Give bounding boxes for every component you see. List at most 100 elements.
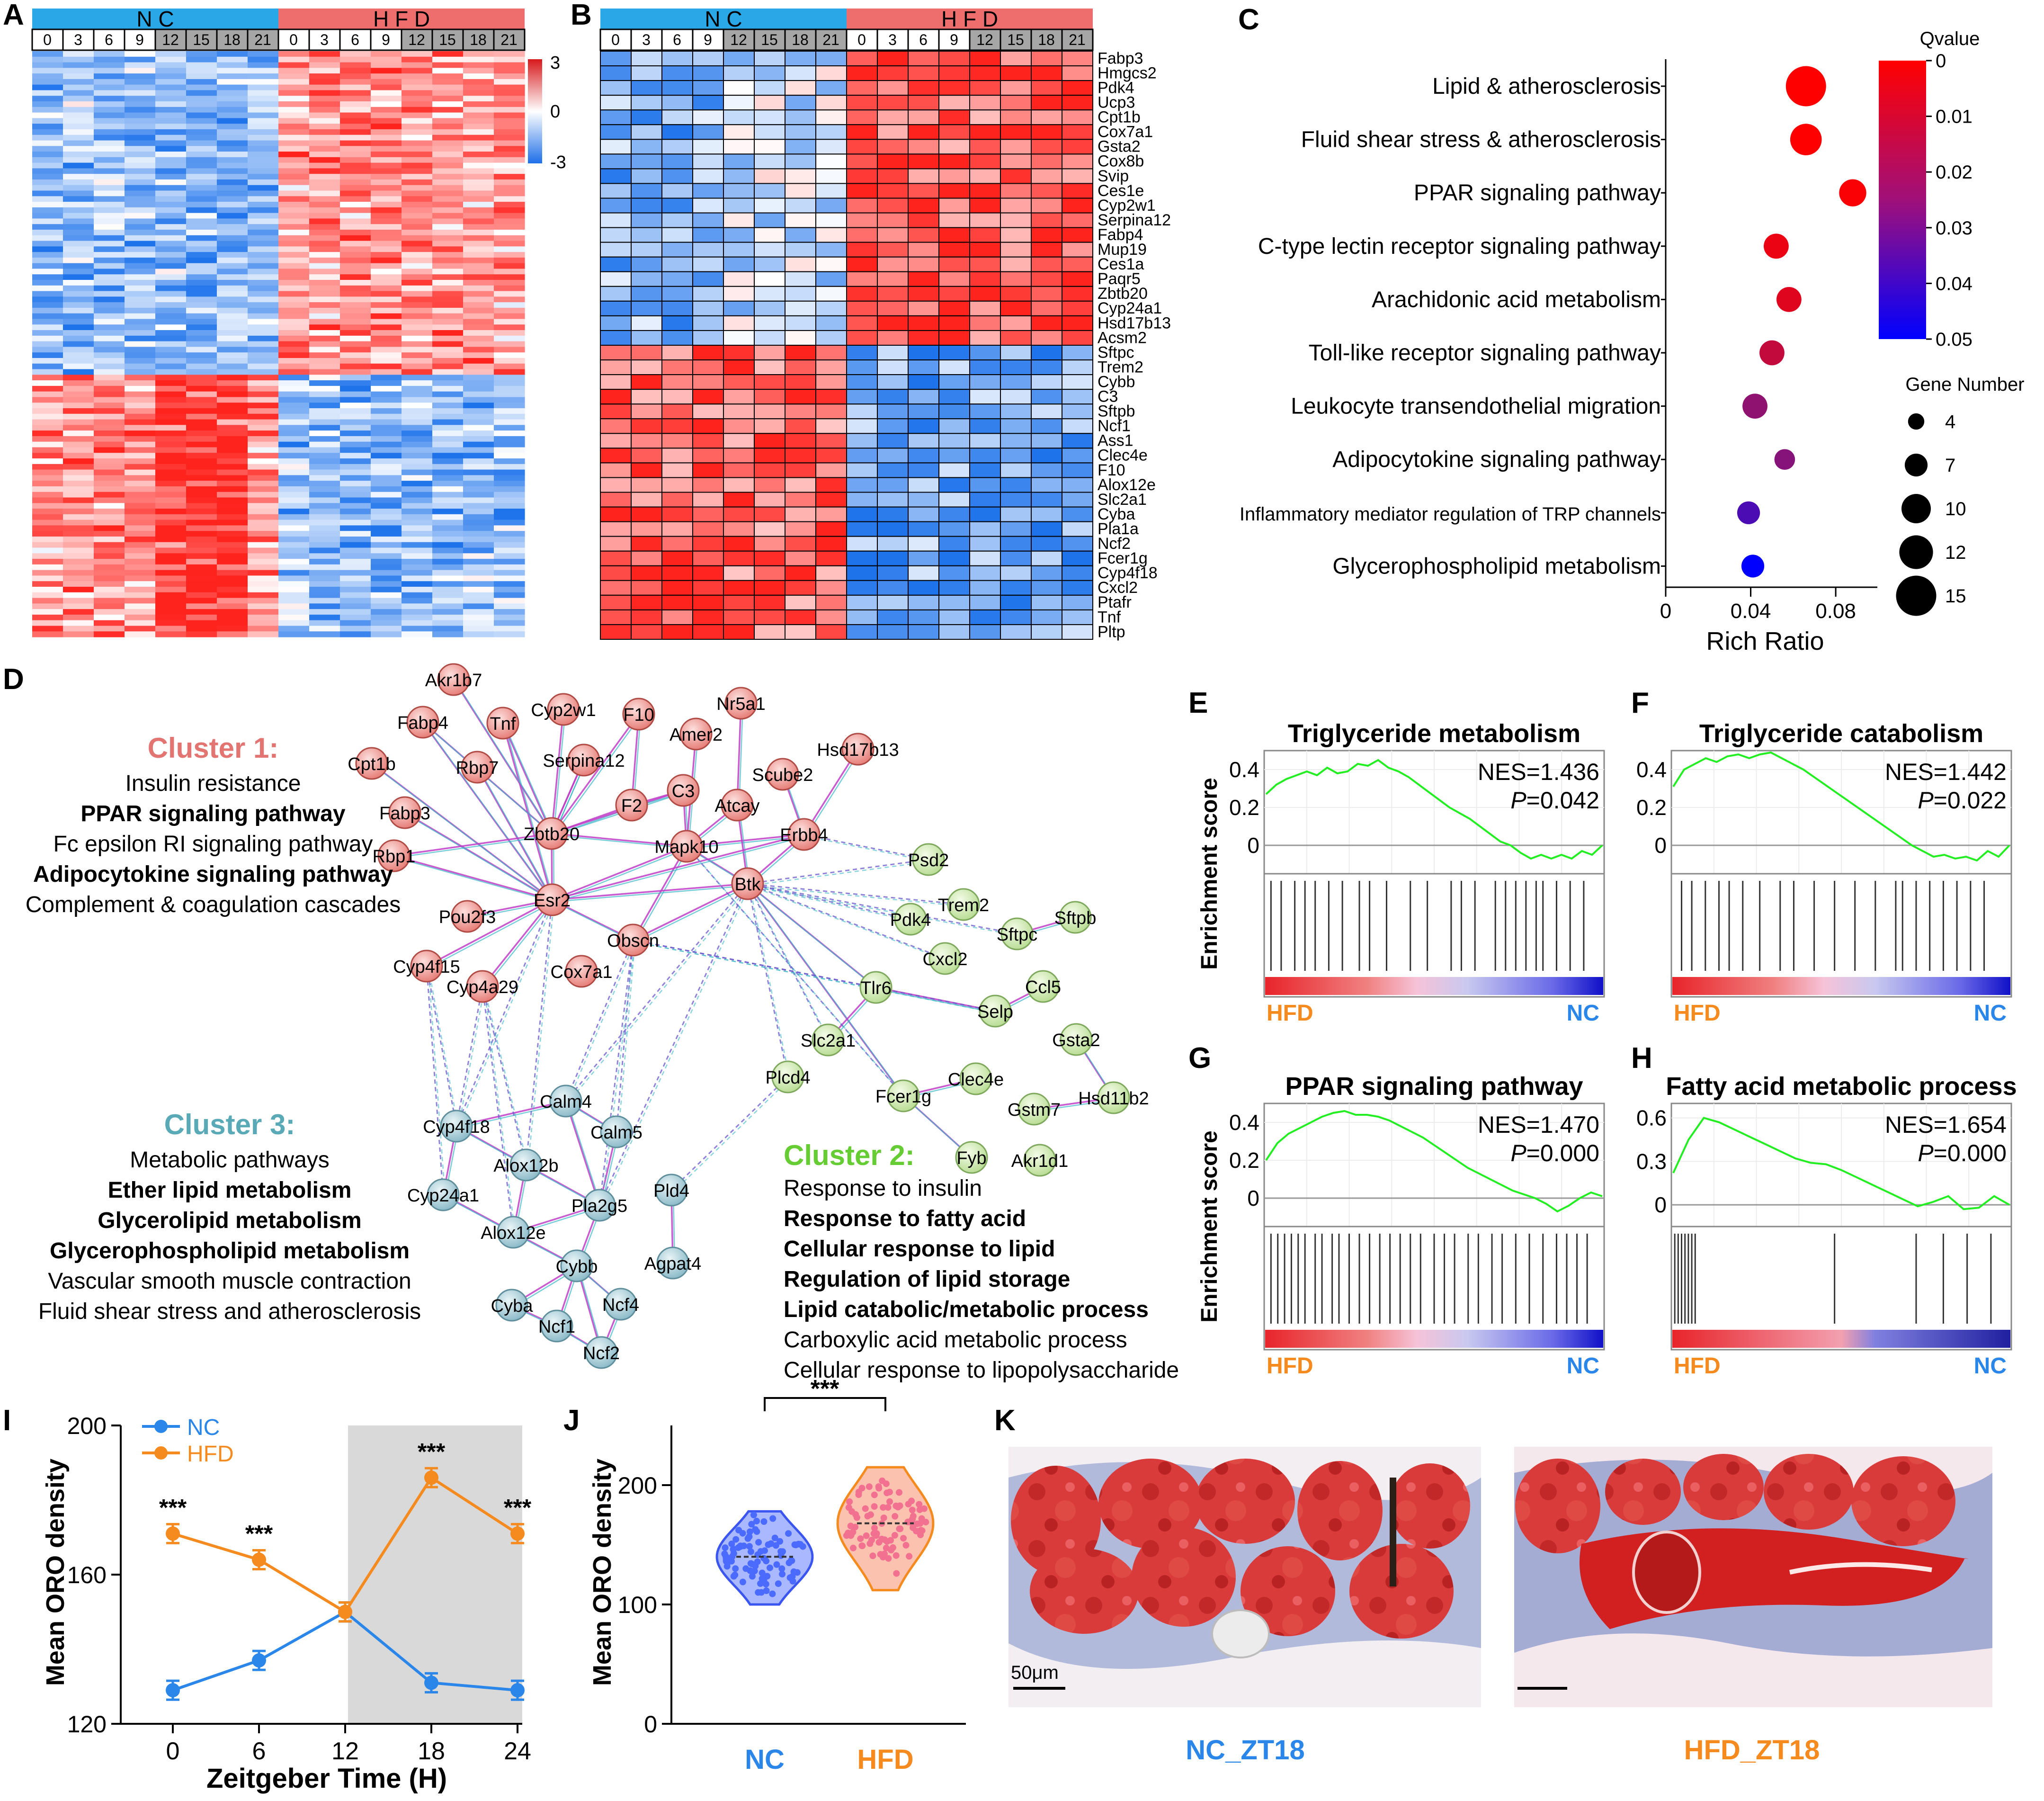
heat-cell <box>463 520 494 526</box>
heat-cell <box>1062 256 1093 272</box>
heat-cell <box>494 531 525 537</box>
network-node-label: Tnf <box>490 714 516 734</box>
heat-cell <box>278 564 310 571</box>
j-nc-point <box>788 1557 794 1564</box>
heat-cell <box>661 565 693 581</box>
heat-cell <box>278 307 310 314</box>
heat-cell <box>494 324 525 331</box>
heat-cell <box>278 436 310 442</box>
pathway-label: Inflammatory mediator regulation of TRP … <box>1240 504 1661 525</box>
network-node-label: Tlr6 <box>860 978 891 998</box>
heat-cell <box>125 307 156 314</box>
heat-cell <box>32 403 63 409</box>
panel-label-f: F <box>1631 687 1649 719</box>
heat-cell <box>248 307 279 314</box>
heat-cell <box>463 525 494 531</box>
heat-cell <box>278 51 310 57</box>
heat-cell <box>278 413 310 420</box>
heat-cell <box>815 550 847 566</box>
heat-cell <box>785 300 816 316</box>
time-cell <box>431 28 464 51</box>
heat-cell <box>125 302 156 308</box>
heat-cell <box>371 352 402 358</box>
network-node-blue <box>497 1216 530 1249</box>
heat-cell <box>32 269 63 275</box>
network-node-label: Cyba <box>491 1296 534 1316</box>
heat-cell <box>432 313 464 320</box>
heat-cell <box>463 302 494 308</box>
network-node-label: Cyp4f18 <box>423 1117 490 1137</box>
heat-cell <box>186 469 217 475</box>
heat-cell <box>600 389 632 405</box>
heat-cell <box>463 408 494 414</box>
heat-cell <box>309 152 340 158</box>
time-cell <box>339 28 372 51</box>
heat-cell <box>432 146 464 152</box>
heat-cell <box>309 96 340 102</box>
heat-cell <box>402 269 433 275</box>
heat-cell <box>63 213 94 219</box>
j-hfd-point <box>893 1570 900 1577</box>
heat-cell <box>723 550 755 566</box>
pathway-bubble <box>1764 233 1789 259</box>
heat-cell <box>494 246 525 252</box>
heat-cell <box>402 620 433 627</box>
group-label-hfd: H F D <box>373 7 430 31</box>
heat-cell <box>155 68 187 74</box>
heat-cell <box>63 592 94 599</box>
heat-cell <box>248 140 279 146</box>
heat-cell <box>340 547 371 554</box>
network-node-label: Amer2 <box>669 725 723 745</box>
heat-cell <box>309 241 340 247</box>
c-color-tick-label: 0.02 <box>1936 162 1973 183</box>
pathway-label: Toll-like receptor signaling pathway <box>1309 340 1661 366</box>
heat-cell <box>248 369 279 375</box>
heat-cell <box>908 315 939 331</box>
network-node-green <box>979 995 1012 1028</box>
heat-cell <box>877 242 909 258</box>
heat-cell <box>692 580 724 596</box>
heat-cell <box>155 185 187 191</box>
heat-cell <box>371 514 402 520</box>
heat-cell <box>63 241 94 247</box>
heat-cell <box>463 96 494 102</box>
heat-cell <box>938 536 970 552</box>
heat-cell <box>754 580 785 596</box>
heat-cell <box>877 212 909 228</box>
heat-cell <box>186 330 217 336</box>
heat-cell <box>402 570 433 576</box>
heat-cell <box>309 481 340 487</box>
heat-cell <box>155 408 187 414</box>
c-size-dot <box>1901 494 1931 523</box>
network-node-label: Rbp7 <box>456 758 499 778</box>
heat-cell <box>1031 109 1062 125</box>
heat-cell <box>155 157 187 163</box>
network-edge-dashed <box>749 885 966 907</box>
heat-cell <box>815 462 847 478</box>
heat-cell <box>432 614 464 621</box>
heat-cell <box>494 385 525 392</box>
heat-cell <box>32 531 63 537</box>
heat-cell <box>463 403 494 409</box>
heat-cell <box>785 330 816 346</box>
heat-cell <box>94 570 125 576</box>
heat-cell <box>32 430 63 437</box>
j-hfd-point <box>866 1483 873 1490</box>
c-size-dot <box>1896 575 1937 616</box>
heat-cell <box>402 274 433 280</box>
j-ylabel: Mean ORO density <box>588 1459 616 1686</box>
heat-cell <box>432 598 464 604</box>
heat-cell <box>969 418 1001 434</box>
network-node-red <box>536 883 569 916</box>
heat-cell <box>877 448 909 464</box>
heat-cell <box>785 345 816 361</box>
heat-cell <box>32 107 63 113</box>
network-edge <box>553 835 806 903</box>
heat-cell <box>248 375 279 381</box>
network-node-label: Calm5 <box>590 1123 643 1143</box>
heat-cell <box>1062 359 1093 376</box>
heat-cell <box>846 594 878 610</box>
heat-cell <box>692 168 724 184</box>
heat-cell <box>1031 124 1062 140</box>
